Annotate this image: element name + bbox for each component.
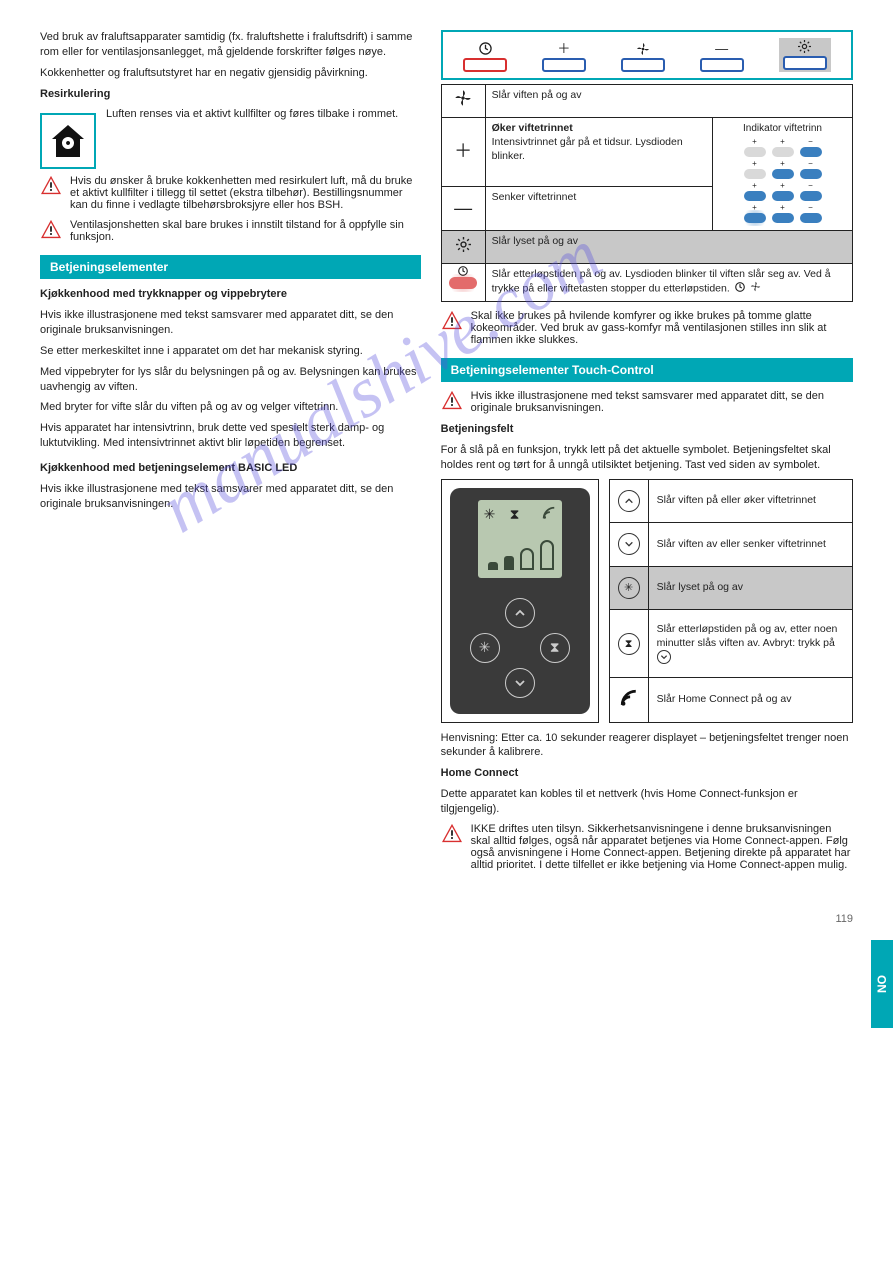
touch-warn-text: Hvis ikke illustrasjonene med tekst sams… — [471, 390, 853, 414]
section-touch-bar: Betjeningselementer Touch-Control — [441, 358, 853, 382]
touch-down-text: Slår viften av eller senker viftetrinnet — [648, 523, 852, 567]
ctrl-intro-bold: Kjøkkenhood med trykknapper og vippebryt… — [40, 287, 421, 302]
panel-btn-minus: — — [700, 42, 744, 72]
touch-hint: Henvisning: Etter ca. 10 sekunder reager… — [441, 731, 853, 761]
led-row-1: + + − — [719, 138, 846, 157]
recirculation-icon — [40, 113, 96, 169]
touch-intro-bold: Betjeningsfelt — [441, 422, 853, 437]
ctrl-heading-2-sub: Hvis ikke illustrasjonene med tekst sams… — [40, 482, 421, 512]
home-connect-text: Dette apparatet kan kobles til et nettve… — [441, 787, 853, 817]
row-minus-label: Senker viftetrinnet — [485, 186, 712, 230]
touch-function-table: Slår viften på eller øker viftetrinnet S… — [609, 479, 853, 723]
plus-icon: ＋ — [557, 42, 570, 56]
panel-btn-plus: ＋ — [542, 42, 586, 72]
inline-down-icon — [657, 650, 671, 664]
row-clock-text: Slår etterløpstiden på og av. Lysdioden … — [485, 263, 852, 301]
para-intro-1: Ved bruk av fraluftsapparater samtidig (… — [40, 30, 421, 60]
home-connect-heading: Home Connect — [441, 766, 853, 781]
row-fan-text: Slår viften på og av — [485, 85, 852, 118]
warning-icon — [441, 310, 463, 333]
minus-icon: — — [715, 42, 728, 56]
panel-btn-fan — [621, 42, 665, 72]
dpad-light-icon: ✳ — [470, 633, 500, 663]
row-minus-icon: — — [441, 186, 485, 230]
touch-section: ✳ ⧗ — [441, 479, 853, 723]
warning-bottom-text: IKKE driftes uten tilsyn. Sikkerhetsanvi… — [471, 823, 853, 871]
warning-icon — [441, 390, 463, 413]
row-clock-icon — [441, 263, 485, 301]
lcd-bars — [488, 540, 554, 570]
recirc-para: Luften renses via et aktivt kullfilter o… — [106, 107, 421, 122]
lcd-fan-icon: ✳ — [484, 506, 496, 523]
led-row-4: + + − — [719, 204, 846, 223]
ctrl-intro: Hvis ikke illustrasjonene med tekst sams… — [40, 308, 421, 338]
page-content: Ved bruk av fraluftsapparater samtidig (… — [0, 0, 893, 909]
remote-illustration: ✳ ⧗ — [450, 488, 590, 714]
touch-up-text: Slår viften på eller øker viftetrinnet — [648, 479, 852, 523]
ctrl-heading-2: Kjøkkenhood med betjeningselement BASIC … — [40, 461, 421, 476]
fan-icon — [636, 42, 650, 56]
left-column: Ved bruk av fraluftsapparater samtidig (… — [40, 30, 421, 879]
row-plus-text: Intensivtrinnet går på et tidsur. Lysdio… — [492, 136, 706, 163]
recirc-heading: Resirkulering — [40, 87, 421, 102]
warning-icon — [40, 219, 62, 242]
lcd-timer-icon: ⧗ — [510, 506, 520, 523]
dpad-timer-icon: ⧗ — [540, 633, 570, 663]
dpad-up-icon — [505, 598, 535, 628]
clock-icon — [479, 42, 492, 56]
row-plus-label: Øker viftetrinnet — [492, 122, 706, 136]
warning-text-1: Hvis du ønsker å bruke kokkenhetten med … — [70, 175, 421, 211]
warning-icon — [40, 175, 62, 198]
warning-icon — [441, 823, 463, 846]
page-number: 119 — [0, 909, 893, 945]
touch-wifi-icon — [609, 678, 648, 722]
section-controls-bar: Betjeningselementer — [40, 255, 421, 279]
touch-down-icon — [609, 523, 648, 567]
touch-timer-icon: ⧗ — [609, 610, 648, 678]
row-plus-icon: ＋ — [441, 118, 485, 187]
led-caption: Indikator viftetrinn — [719, 122, 846, 135]
ctrl-p-c: Med bryter for vifte slår du viften på o… — [40, 400, 421, 415]
function-table: Slår viften på og av ＋ Øker viftetrinnet… — [441, 84, 853, 302]
ctrl-p-d: Hvis apparatet har intensivtrinn, bruk d… — [40, 421, 421, 451]
row-light-text: Slår lyset på og av — [485, 231, 852, 263]
row-fan-icon — [441, 85, 485, 118]
touch-timer-text: Slår etterløpstiden på og av, etter noen… — [648, 610, 852, 678]
ctrl-p-a: Se etter merkeskiltet inne i apparatet o… — [40, 344, 421, 359]
side-tab: NO — [871, 940, 893, 1028]
lcd-wifi-icon — [542, 506, 556, 523]
touch-up-icon — [609, 479, 648, 523]
ctrl-p-b: Med vippebryter for lys slår du belysnin… — [40, 365, 421, 395]
inline-fan-icon — [750, 281, 761, 297]
touch-wifi-text: Slår Home Connect på og av — [648, 678, 852, 722]
warning-right-text: Skal ikke brukes på hvilende komfyrer og… — [471, 310, 853, 346]
dpad-down-icon — [505, 668, 535, 698]
dpad: ✳ ⧗ — [470, 598, 570, 698]
warning-text-2: Ventilasjonshetten skal bare brukes i in… — [70, 219, 421, 243]
light-icon — [798, 40, 811, 54]
led-row-3: + + − — [719, 182, 846, 201]
inline-clock-icon — [735, 282, 745, 297]
touch-light-icon: ✳ — [609, 566, 648, 610]
led-row-2: + + − — [719, 160, 846, 179]
control-panel-diagram: ＋ — — [441, 30, 853, 80]
para-intro-2: Kokkenhetter og fraluftsutstyret har en … — [40, 66, 421, 81]
touch-light-text: Slår lyset på og av — [648, 566, 852, 610]
right-column: ＋ — — [441, 30, 853, 879]
touch-intro: For å slå på en funksjon, trykk lett på … — [441, 443, 853, 473]
panel-btn-light — [779, 38, 831, 72]
panel-btn-clock — [463, 42, 507, 72]
row-light-icon — [441, 231, 485, 263]
lcd-display: ✳ ⧗ — [478, 500, 562, 578]
